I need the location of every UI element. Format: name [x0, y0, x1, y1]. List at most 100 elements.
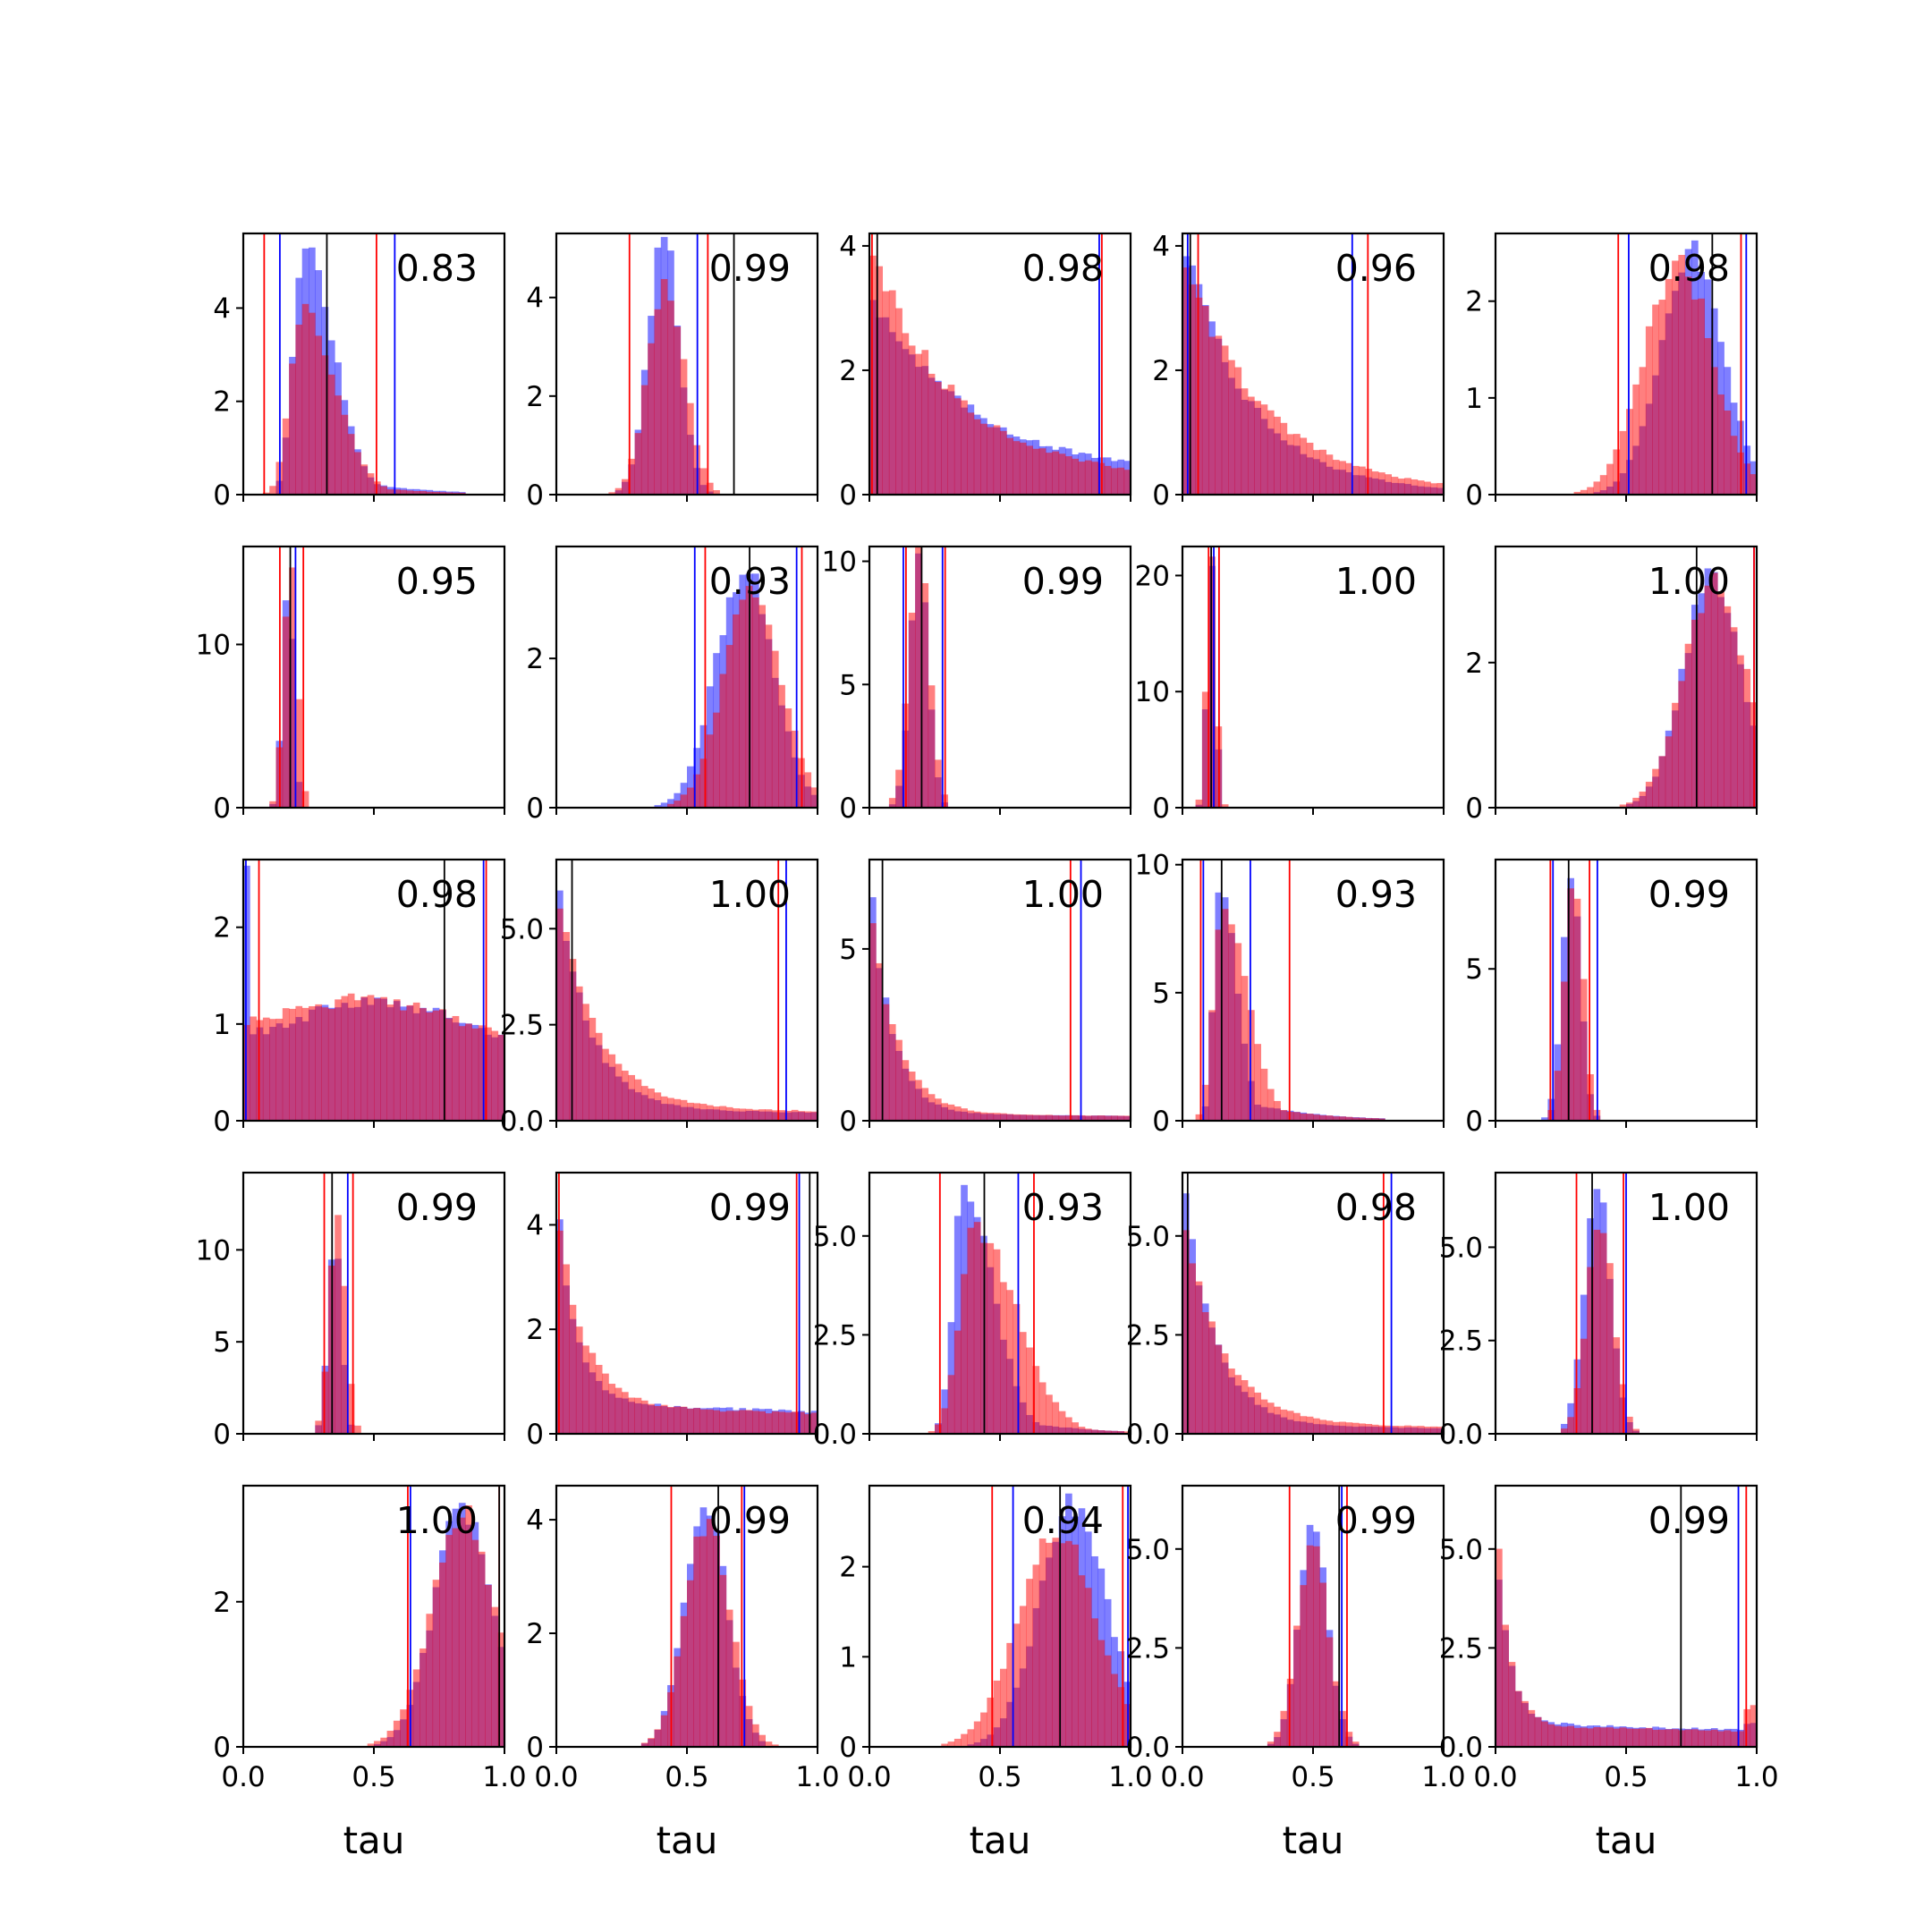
- red-bar: [1730, 627, 1738, 808]
- red-bar: [1561, 1726, 1568, 1747]
- red-bar: [725, 1106, 733, 1121]
- subplot-r3-c2: 0.0 2.5 5.0 0.93: [813, 1171, 1132, 1451]
- red-bar: [784, 708, 792, 808]
- red-bar: [1743, 668, 1751, 808]
- red-bar: [380, 996, 387, 1121]
- histogram-bars: [367, 1503, 504, 1747]
- red-bar: [660, 1715, 668, 1747]
- y-tick-label: 0: [213, 479, 231, 512]
- histogram-bars: [869, 255, 1131, 495]
- red-bar: [1704, 585, 1712, 808]
- red-bar: [961, 1108, 968, 1121]
- y-tick-label: 0: [1152, 792, 1170, 825]
- red-bar: [699, 1104, 708, 1121]
- y-tick-label: 0.0: [500, 1106, 544, 1138]
- red-bar: [406, 490, 414, 495]
- y-tick-label: 2: [526, 643, 544, 675]
- red-bar: [1286, 1678, 1294, 1747]
- red-bar: [1241, 1380, 1249, 1434]
- red-bar: [1391, 1426, 1399, 1434]
- red-bar: [1672, 702, 1679, 808]
- red-bar: [733, 614, 740, 808]
- y-tick-label: 1: [1465, 383, 1483, 415]
- red-bar: [680, 794, 688, 808]
- y-tick-label: 10: [1135, 850, 1170, 882]
- red-bar: [680, 359, 688, 495]
- red-bar: [1567, 1417, 1574, 1434]
- red-bar: [1274, 416, 1281, 495]
- red-bar: [1580, 1727, 1588, 1747]
- red-bar: [582, 1345, 589, 1434]
- red-bar: [752, 1109, 759, 1121]
- subplot-r2-c0: 0 1 2 0.98: [213, 858, 506, 1138]
- red-bar: [1561, 981, 1568, 1121]
- histogram-bars: [1496, 1548, 1757, 1747]
- red-bar: [1645, 782, 1653, 808]
- red-bar: [993, 1680, 1001, 1747]
- red-bar: [993, 1249, 1001, 1434]
- y-tick-label: 0.0: [1126, 1419, 1170, 1451]
- red-bar: [628, 1074, 635, 1121]
- red-bar: [1046, 1542, 1053, 1747]
- red-bar: [739, 1679, 747, 1747]
- subplot-r3-c0: 0 5 10 0.99: [196, 1171, 506, 1451]
- red-bar: [1724, 606, 1732, 808]
- red-bar: [1254, 1044, 1261, 1121]
- red-bar: [869, 255, 877, 495]
- red-bar: [1260, 404, 1268, 495]
- red-bar: [1430, 483, 1438, 495]
- x-axis-label: tau: [970, 1818, 1031, 1862]
- y-tick-label: 4: [213, 292, 231, 325]
- red-bar: [1397, 1426, 1405, 1434]
- y-tick-label: 5: [839, 934, 857, 966]
- red-bar: [1201, 1084, 1209, 1121]
- red-bar: [1313, 1418, 1320, 1434]
- red-bar: [713, 1410, 720, 1434]
- y-tick-label: 4: [526, 1504, 544, 1537]
- correlation-label: 0.98: [1022, 247, 1104, 290]
- red-bar: [798, 1111, 805, 1121]
- red-bar: [1065, 456, 1072, 495]
- red-bar: [400, 1010, 407, 1121]
- y-tick-label: 2.5: [813, 1319, 857, 1352]
- red-bar: [967, 1729, 975, 1747]
- red-bar: [1672, 1729, 1679, 1747]
- red-bar: [752, 1724, 759, 1747]
- y-tick-label: 0: [839, 1732, 857, 1764]
- red-bar: [1097, 1115, 1106, 1121]
- y-tick-label: 0: [526, 1732, 544, 1764]
- red-bar: [1339, 461, 1346, 495]
- red-bar: [452, 1015, 460, 1121]
- red-bar: [1052, 451, 1060, 495]
- histogram-bars: [888, 547, 948, 808]
- red-bar: [1117, 1687, 1125, 1747]
- red-bar: [778, 1110, 785, 1121]
- y-tick-label: 2: [526, 381, 544, 413]
- red-bar: [575, 986, 583, 1121]
- red-bar: [1260, 1068, 1268, 1121]
- red-bar: [1306, 442, 1314, 495]
- red-bar: [869, 923, 877, 1121]
- red-bar: [674, 1098, 682, 1121]
- red-bar: [953, 1738, 962, 1747]
- red-bar: [1417, 1426, 1425, 1434]
- red-bar: [1730, 1732, 1738, 1747]
- red-bar: [733, 1108, 740, 1121]
- red-bar: [634, 1397, 642, 1434]
- red-bar: [634, 1079, 642, 1121]
- red-bar: [791, 1411, 799, 1434]
- red-bar: [1672, 260, 1679, 495]
- y-tick-label: 0: [526, 1419, 544, 1451]
- histogram-bars: [1182, 256, 1444, 495]
- red-bar: [1306, 1114, 1314, 1121]
- red-bar: [1286, 1112, 1294, 1121]
- red-bar: [563, 932, 570, 1121]
- red-bar: [882, 1004, 890, 1121]
- x-axis-label: tau: [1596, 1818, 1657, 1862]
- red-bar: [432, 1580, 440, 1747]
- red-bar: [1182, 1230, 1190, 1434]
- blue-bar: [667, 799, 674, 808]
- red-bar: [713, 1536, 720, 1747]
- red-bar: [1319, 1419, 1326, 1434]
- red-bar: [1117, 1115, 1125, 1121]
